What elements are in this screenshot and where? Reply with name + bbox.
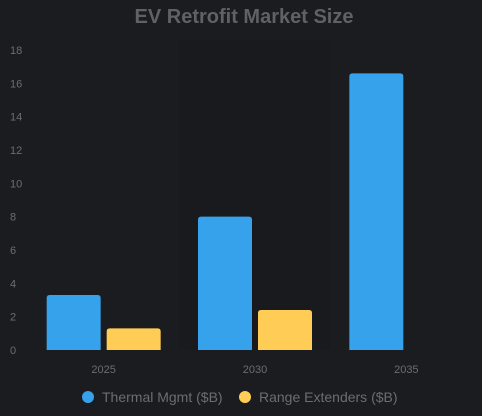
y-tick-label: 0 (10, 345, 16, 357)
x-tick-label: 2025 (91, 364, 115, 376)
legend-label-thermal: Thermal Mgmt ($B) (102, 389, 223, 405)
y-tick-label: 6 (10, 245, 16, 257)
bar-thermal-2025 (46, 295, 101, 350)
y-tick-label: 14 (10, 112, 22, 124)
y-tick-label: 12 (10, 145, 22, 157)
chart-title: EV Retrofit Market Size (135, 6, 354, 28)
y-tick-label: 8 (10, 212, 16, 224)
y-tick-label: 4 (10, 278, 16, 290)
y-tick-label: 10 (10, 178, 22, 190)
x-tick-label: 2030 (243, 364, 267, 376)
y-tick-label: 2 (10, 312, 16, 324)
y-axis-ticks: 0 2 4 6 8 10 12 14 16 18 (10, 45, 22, 357)
x-axis-ticks: 2025 2030 2035 (91, 364, 418, 376)
legend[interactable]: Thermal Mgmt ($B) Range Extenders ($B) (82, 389, 398, 405)
legend-marker-range-extenders (239, 391, 251, 403)
legend-label-range-extenders: Range Extenders ($B) (259, 389, 398, 405)
y-tick-label: 16 (10, 78, 22, 90)
bar-range-extenders-2025 (106, 328, 161, 350)
bar-thermal-2030 (198, 216, 252, 350)
bar-thermal-2035 (349, 73, 404, 350)
legend-item-range-extenders[interactable]: Range Extenders ($B) (239, 389, 398, 405)
bars (46, 73, 404, 350)
y-tick-label: 18 (10, 45, 22, 57)
bar-range-extenders-2030 (258, 310, 312, 350)
legend-marker-thermal (82, 391, 94, 403)
x-tick-label: 2035 (394, 364, 418, 376)
legend-item-thermal[interactable]: Thermal Mgmt ($B) (82, 389, 223, 405)
